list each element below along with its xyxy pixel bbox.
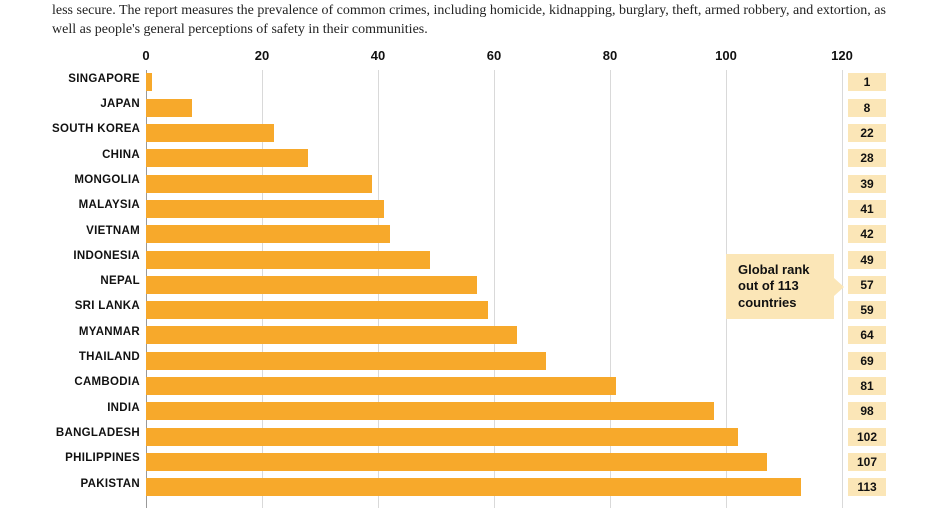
table-row: BANGLADESH 102 <box>52 424 886 449</box>
callout-arrow-icon <box>834 278 844 296</box>
x-tick-label: 40 <box>371 48 385 63</box>
table-row: MYANMAR 64 <box>52 323 886 348</box>
rank-badge: 98 <box>848 402 886 420</box>
table-row: THAILAND 69 <box>52 348 886 373</box>
bar <box>146 326 517 344</box>
x-tick-label: 0 <box>142 48 149 63</box>
bar <box>146 225 390 243</box>
bar <box>146 478 801 496</box>
country-label: PHILIPPINES <box>52 449 140 468</box>
table-row: CAMBODIA 81 <box>52 373 886 398</box>
rank-badge: 69 <box>848 352 886 370</box>
bar <box>146 377 616 395</box>
country-label: SRI LANKA <box>52 297 140 316</box>
rank-badge: 59 <box>848 301 886 319</box>
table-row: PHILIPPINES 107 <box>52 449 886 474</box>
country-label: INDIA <box>52 399 140 418</box>
bar <box>146 73 152 91</box>
bar <box>146 453 767 471</box>
rank-badge: 113 <box>848 478 886 496</box>
rank-badge: 81 <box>848 377 886 395</box>
rank-badge: 102 <box>848 428 886 446</box>
rank-badge: 64 <box>848 326 886 344</box>
x-tick-label: 120 <box>831 48 853 63</box>
country-label: INDONESIA <box>52 247 140 266</box>
rank-badge: 42 <box>848 225 886 243</box>
country-label: BANGLADESH <box>52 424 140 443</box>
rank-badge: 28 <box>848 149 886 167</box>
country-label: NEPAL <box>52 272 140 291</box>
bar <box>146 251 430 269</box>
bar <box>146 175 372 193</box>
bar <box>146 200 384 218</box>
country-label: THAILAND <box>52 348 140 367</box>
country-label: CAMBODIA <box>52 373 140 392</box>
table-row: VIETNAM 42 <box>52 222 886 247</box>
rank-bar-chart: 0 20 40 60 80 100 120 SINGAPORE 1 JAPAN 8 SOUTH KO… <box>52 48 886 508</box>
table-row: INDIA 98 <box>52 399 886 424</box>
callout-text: Global rank out of 113 countries <box>738 262 810 310</box>
x-axis: 020406080100120 <box>146 48 842 68</box>
rank-badge: 22 <box>848 124 886 142</box>
rank-callout: Global rank out of 113 countries <box>726 254 834 319</box>
bar <box>146 301 488 319</box>
table-row: PAKISTAN 113 <box>52 475 886 500</box>
rank-badge: 57 <box>848 276 886 294</box>
country-label: SINGAPORE <box>52 70 140 89</box>
table-row: MONGOLIA 39 <box>52 171 886 196</box>
table-row: JAPAN 8 <box>52 95 886 120</box>
country-label: MONGOLIA <box>52 171 140 190</box>
bar <box>146 276 477 294</box>
table-row: MALAYSIA 41 <box>52 196 886 221</box>
x-tick-label: 80 <box>603 48 617 63</box>
rank-badge: 49 <box>848 251 886 269</box>
bar <box>146 149 308 167</box>
country-label: PAKISTAN <box>52 475 140 494</box>
rank-badge: 8 <box>848 99 886 117</box>
intro-paragraph: less secure. The report measures the pre… <box>0 0 926 48</box>
rank-badge: 41 <box>848 200 886 218</box>
bar <box>146 124 274 142</box>
bar <box>146 428 738 446</box>
bar <box>146 99 192 117</box>
country-label: MYANMAR <box>52 323 140 342</box>
bar <box>146 352 546 370</box>
rank-badge: 39 <box>848 175 886 193</box>
country-label: VIETNAM <box>52 222 140 241</box>
table-row: SOUTH KOREA 22 <box>52 120 886 145</box>
x-tick-label: 100 <box>715 48 737 63</box>
table-row: SINGAPORE 1 <box>52 70 886 95</box>
country-label: SOUTH KOREA <box>52 120 140 139</box>
country-label: JAPAN <box>52 95 140 114</box>
rank-badge: 107 <box>848 453 886 471</box>
bar <box>146 402 714 420</box>
country-label: MALAYSIA <box>52 196 140 215</box>
table-row: CHINA 28 <box>52 146 886 171</box>
rank-badge: 1 <box>848 73 886 91</box>
country-label: CHINA <box>52 146 140 165</box>
x-tick-label: 60 <box>487 48 501 63</box>
x-tick-label: 20 <box>255 48 269 63</box>
